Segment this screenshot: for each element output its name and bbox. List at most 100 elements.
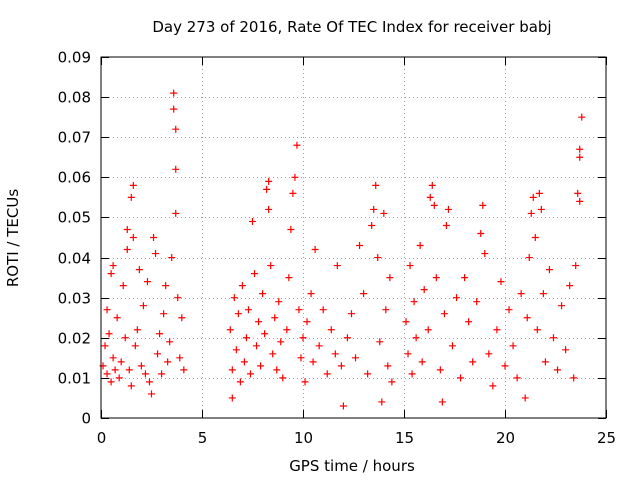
data-point: [285, 274, 293, 282]
data-point: [384, 362, 392, 370]
data-point: [295, 306, 303, 314]
data-point: [263, 185, 271, 193]
data-point: [541, 358, 549, 366]
y-tick-label: 0.08: [58, 89, 91, 107]
data-point: [479, 201, 487, 209]
data-point: [418, 358, 426, 366]
data-point: [578, 113, 586, 121]
data-point: [107, 378, 115, 386]
data-point: [356, 242, 364, 250]
data-point: [249, 217, 256, 225]
data-point: [549, 334, 557, 342]
data-point: [448, 342, 456, 350]
data-point: [172, 165, 180, 173]
data-point: [424, 326, 432, 334]
data-point: [129, 234, 137, 241]
x-tick-label: 10: [294, 429, 313, 447]
data-point: [343, 334, 351, 342]
data-point: [101, 342, 109, 350]
data-point: [160, 310, 168, 318]
x-axis-label: GPS time / hours: [289, 457, 415, 475]
data-point: [505, 306, 513, 314]
data-point: [180, 366, 188, 374]
data-point: [430, 201, 438, 209]
data-point: [368, 221, 376, 229]
data-point: [461, 274, 469, 282]
data-point: [382, 306, 390, 314]
data-point: [150, 234, 158, 241]
data-point: [412, 334, 420, 342]
y-axis-label: ROTI / TECUs: [4, 189, 22, 287]
data-point: [232, 346, 240, 354]
data-point: [152, 250, 160, 258]
grid-lines: [101, 57, 606, 418]
data-point: [537, 205, 545, 213]
data-point: [319, 306, 327, 314]
data-point: [291, 173, 299, 181]
y-tick-label: 0.06: [58, 169, 91, 187]
data-point: [166, 338, 174, 346]
data-point: [372, 181, 380, 189]
data-point: [576, 197, 584, 205]
data-point: [402, 318, 410, 326]
data-point: [331, 350, 339, 358]
data-point: [275, 298, 283, 306]
data-point: [574, 189, 582, 197]
data-point: [123, 246, 131, 254]
data-point: [178, 314, 186, 322]
data-point: [364, 370, 372, 378]
data-point: [156, 330, 164, 338]
data-point: [255, 318, 263, 326]
data-point: [420, 286, 428, 294]
x-tick-label: 15: [395, 429, 414, 447]
data-point: [253, 342, 261, 350]
data-point: [562, 346, 570, 354]
data-point: [378, 398, 386, 406]
data-point: [539, 290, 547, 298]
data-point: [303, 318, 311, 326]
data-point: [148, 390, 155, 398]
data-point: [352, 354, 360, 362]
y-tick-label: 0.01: [58, 370, 91, 388]
data-point: [576, 145, 584, 153]
data-point: [162, 282, 170, 290]
data-point: [240, 358, 248, 366]
data-point: [380, 209, 388, 217]
data-point: [388, 378, 396, 386]
data-points: [99, 89, 586, 410]
data-point: [164, 358, 172, 366]
data-point: [287, 225, 295, 233]
data-point: [309, 358, 317, 366]
data-point: [143, 278, 151, 286]
data-point: [234, 310, 242, 318]
data-point: [269, 350, 277, 358]
data-point: [103, 370, 111, 378]
data-point: [109, 262, 117, 270]
data-point: [453, 294, 461, 302]
data-point: [265, 177, 273, 185]
data-point: [105, 330, 113, 338]
data-point: [408, 370, 416, 378]
data-point: [572, 262, 580, 270]
y-tick-label: 0.07: [58, 129, 91, 147]
data-point: [517, 290, 525, 298]
data-point: [176, 354, 184, 362]
data-point: [111, 366, 119, 374]
data-point: [442, 221, 450, 229]
data-point: [279, 374, 287, 382]
x-tick-label: 25: [597, 429, 616, 447]
data-point: [113, 314, 121, 322]
data-point: [554, 366, 562, 374]
tick-labels: 0 0.01 0.02 0.03 0.04 0.05 0.06 0.07 0.08 0.09 0 5 1…: [58, 49, 616, 448]
data-point: [131, 342, 139, 350]
data-point: [527, 209, 535, 217]
data-point: [257, 362, 265, 370]
data-point: [145, 378, 153, 386]
data-point: [535, 189, 543, 197]
data-point: [123, 225, 131, 233]
data-point: [127, 193, 135, 201]
x-tick-label: 20: [496, 429, 515, 447]
data-point: [107, 270, 115, 278]
data-point: [236, 378, 244, 386]
